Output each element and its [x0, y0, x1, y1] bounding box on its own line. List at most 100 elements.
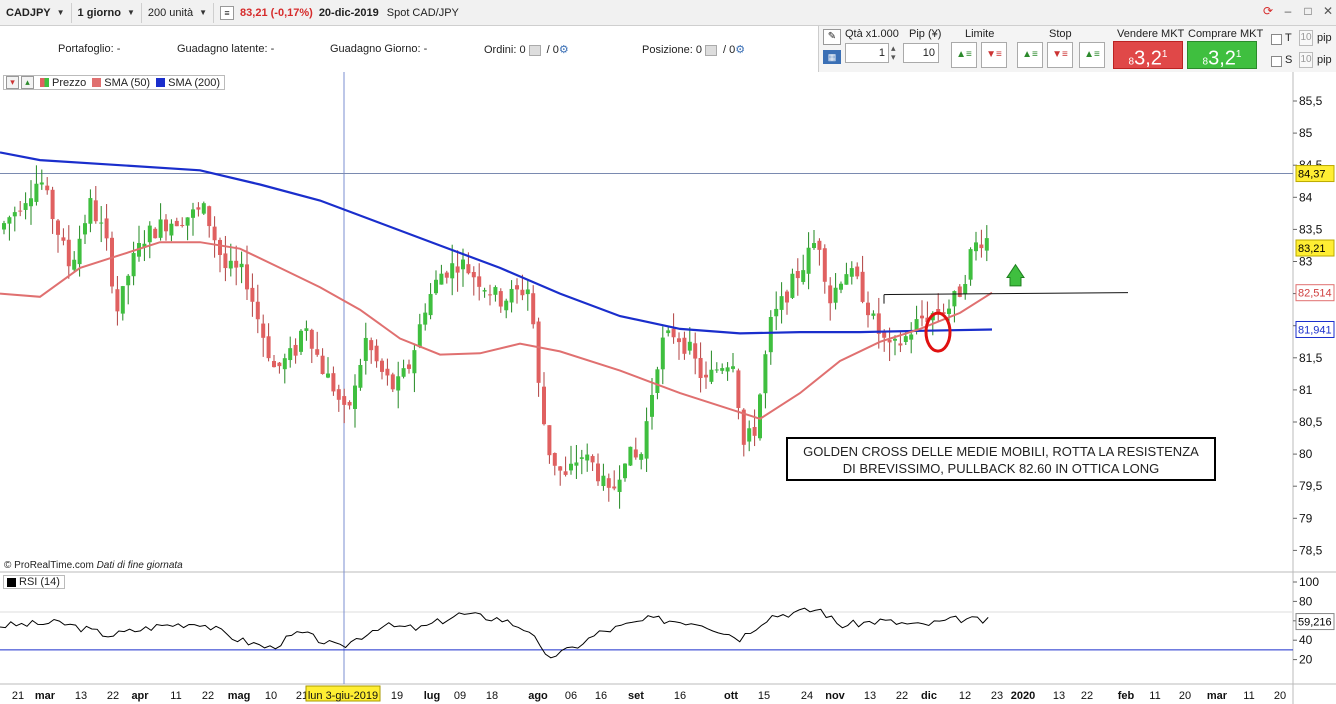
candle-body: [779, 296, 784, 310]
candle-body: [342, 396, 347, 405]
price-tag-box: [1295, 320, 1335, 338]
candle-body: [822, 248, 827, 282]
candle-body: [720, 368, 725, 371]
candle-body: [212, 226, 217, 241]
candle-body: [482, 290, 487, 292]
candle-body: [326, 373, 330, 378]
position-info: Posizione: 0 / 0⚙: [642, 43, 745, 56]
candle-body: [56, 220, 60, 235]
orders-cancel-icon[interactable]: [528, 44, 541, 56]
collapse-icon[interactable]: ▾: [6, 76, 19, 89]
chart-annotation[interactable]: GOLDEN CROSS DELLE MEDIE MOBILI, ROTTA L…: [786, 437, 1216, 481]
refresh-icon[interactable]: ⟳: [1262, 4, 1274, 18]
candle-body: [66, 239, 71, 267]
candle-body: [844, 274, 849, 285]
x-tick-label: 23: [991, 690, 1003, 702]
units-dropdown[interactable]: 200 unità ▼: [142, 2, 215, 23]
qty-stepper[interactable]: ▴ ▾: [891, 43, 896, 62]
s-pip-unit: pip: [1317, 54, 1332, 66]
candle-body: [525, 289, 530, 295]
price-chart[interactable]: 85,58584,58483,58382,58281,58180,58079,5…: [0, 72, 1336, 704]
candle-body: [2, 223, 6, 230]
legend-rsi[interactable]: RSI (14): [19, 576, 60, 588]
limit-buy-icon[interactable]: ▲≡: [951, 42, 977, 68]
candle-body: [947, 308, 951, 315]
gear-icon[interactable]: ⚙: [735, 44, 746, 56]
rsi-legend: RSI (14): [3, 575, 65, 589]
candle-body: [207, 206, 212, 227]
candle-body: [29, 198, 33, 207]
qty-input[interactable]: 1: [845, 43, 889, 63]
x-tick-label: 09: [454, 690, 466, 702]
candle-body: [801, 270, 806, 282]
stop-sell-icon[interactable]: ▼≡: [1047, 42, 1073, 68]
sell-market-button[interactable]: 83,21: [1113, 41, 1183, 70]
maximize-icon[interactable]: □: [1304, 4, 1312, 18]
chevron-down-icon: ▼: [56, 8, 65, 17]
x-tick-label: 20: [1179, 690, 1191, 702]
candle-body: [590, 456, 595, 463]
legend-sma200[interactable]: SMA (200): [168, 76, 221, 89]
x-tick-label: 12: [959, 690, 971, 702]
candle-body: [628, 446, 633, 466]
timeframe-dropdown[interactable]: 1 giorno ▼: [72, 2, 142, 23]
candle-body: [623, 463, 627, 479]
stop-buy-icon[interactable]: ▲≡: [1017, 42, 1043, 68]
candle-body: [498, 291, 503, 307]
pip-label: Pip (¥): [909, 28, 942, 40]
sell-price-big: 3,2: [1134, 47, 1162, 70]
expand-icon[interactable]: ▴: [21, 76, 34, 89]
x-tick-label: 06: [565, 690, 577, 702]
data-credit: © ProRealTime.com Dati di fine giornata: [4, 560, 183, 571]
t-checkbox[interactable]: [1271, 34, 1282, 45]
y-tick-label: 78,5: [1299, 543, 1323, 557]
candle-body: [876, 313, 881, 334]
candle-body: [261, 323, 266, 338]
limit-label: Limite: [965, 28, 995, 40]
legend-sma50[interactable]: SMA (50): [104, 76, 151, 89]
candle-body: [39, 182, 44, 185]
candle-body: [509, 288, 514, 303]
candle-body: [234, 260, 239, 268]
minimize-icon[interactable]: –: [1284, 4, 1292, 18]
x-tick-label: 11: [170, 690, 181, 702]
symbol-dropdown[interactable]: CADJPY ▼: [0, 2, 72, 23]
stop-extra-icon[interactable]: ▲≡: [1079, 42, 1105, 68]
price-tag-label: 82,514: [1298, 288, 1332, 300]
x-tick-label: nov: [825, 690, 845, 702]
candle-body: [493, 287, 498, 295]
candle-body: [725, 367, 730, 372]
limit-sell-icon[interactable]: ▼≡: [981, 42, 1007, 68]
candle-body: [569, 463, 573, 471]
candle-body: [758, 394, 762, 439]
x-tick-label: 16: [674, 690, 686, 702]
candle-body: [596, 463, 600, 482]
keyboard-icon[interactable]: ▦: [823, 50, 841, 64]
wrench-icon[interactable]: ✎: [823, 29, 841, 45]
pip-input[interactable]: 10: [903, 43, 939, 63]
position-close-icon[interactable]: [704, 44, 717, 56]
candle-body: [547, 425, 552, 456]
legend-price[interactable]: Prezzo: [52, 76, 87, 89]
candle-body: [601, 475, 606, 487]
candle-body: [169, 223, 174, 236]
day-gain-info: Guadagno Giorno: -: [330, 43, 428, 55]
price-tag-box: [1295, 239, 1335, 257]
gear-icon[interactable]: ⚙: [558, 44, 569, 56]
t-pip-input[interactable]: 10: [1299, 30, 1313, 46]
candle-body: [693, 343, 698, 359]
candle-body: [228, 260, 233, 269]
candle-body: [833, 287, 838, 303]
candle-body: [277, 362, 282, 367]
window-controls: ⟳ – □ ✕: [1260, 3, 1336, 19]
candle-body: [639, 454, 644, 460]
instrument-info-icon[interactable]: ≡: [220, 5, 235, 20]
candle-body: [979, 244, 984, 249]
candle-body: [812, 243, 816, 249]
s-pip-input[interactable]: 10: [1299, 52, 1313, 68]
s-checkbox[interactable]: [1271, 56, 1282, 67]
buy-market-button[interactable]: 83,21: [1187, 41, 1257, 70]
close-icon[interactable]: ✕: [1322, 4, 1334, 18]
y-tick-label: 85,5: [1299, 94, 1323, 108]
candle-body: [423, 312, 428, 325]
